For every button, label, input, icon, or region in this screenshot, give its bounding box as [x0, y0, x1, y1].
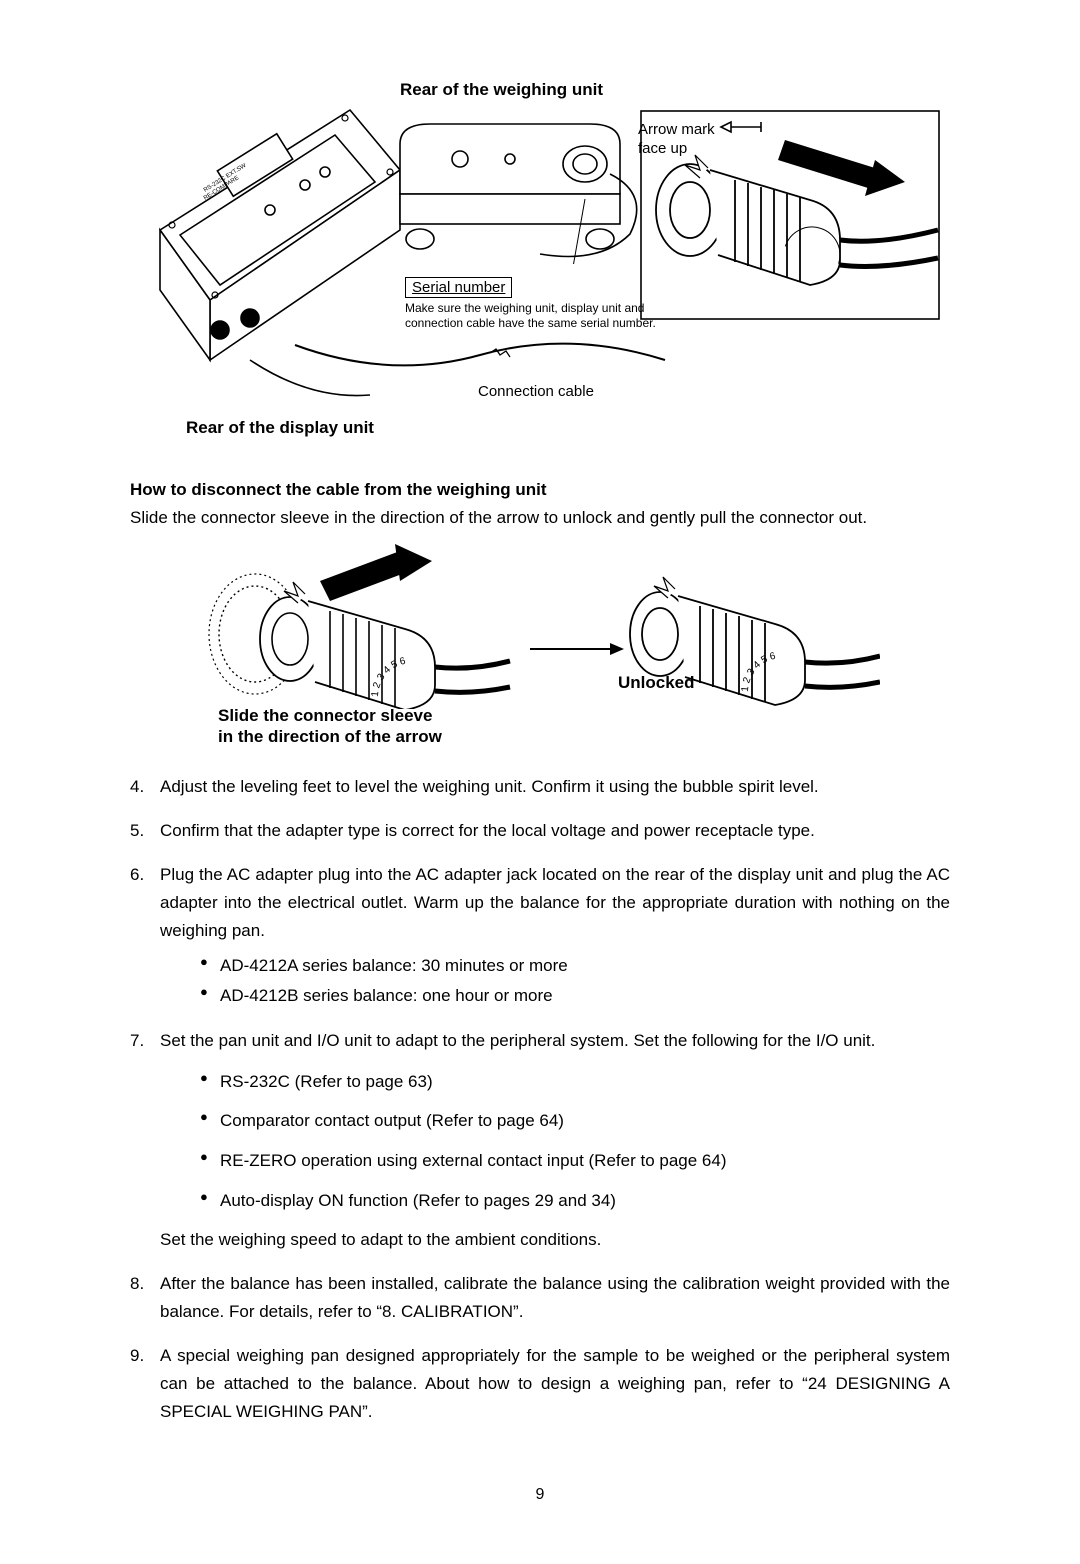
rear-weighing-illustration [390, 104, 640, 264]
diagram-title-top: Rear of the weighing unit [400, 80, 603, 100]
step-6-body: Plug the AC adapter plug into the AC ada… [160, 865, 950, 940]
step-6-bullet-1: AD-4212A series balance: 30 minutes or m… [200, 951, 950, 981]
arrow-left-icon [719, 120, 763, 140]
arrow-label-line1: Arrow mark [638, 121, 715, 138]
diagram-title-bottom: Rear of the display unit [186, 418, 374, 438]
step-8: After the balance has been installed, ca… [130, 1270, 950, 1326]
connection-cable-label: Connection cable [478, 383, 594, 400]
step-6-bullets: AD-4212A series balance: 30 minutes or m… [200, 951, 950, 1011]
step-6: Plug the AC adapter plug into the AC ada… [130, 861, 950, 1011]
disconnect-body: Slide the connector sleeve in the direct… [130, 504, 950, 533]
step-7-tail: Set the weighing speed to adapt to the a… [160, 1226, 950, 1254]
arrow-label-line2: face up [638, 140, 687, 157]
serial-number-callout: Serial number Make sure the weighing uni… [405, 277, 665, 331]
step-7-bullet-2: Comparator contact output (Refer to page… [200, 1106, 950, 1136]
disconnect-illustration: 1 2 3 4 5 6 1 2 3 4 5 6 [200, 539, 880, 709]
step-7-bullet-1: RS-232C (Refer to page 63) [200, 1067, 950, 1097]
serial-number-label: Serial number [405, 277, 512, 298]
disconnect-heading: How to disconnect the cable from the wei… [130, 480, 950, 500]
caption-slide-line2: in the direction of the arrow [218, 727, 442, 746]
page-number: 9 [130, 1486, 950, 1504]
step-7-bullet-4: Auto-display ON function (Refer to pages… [200, 1186, 950, 1216]
caption-slide-line1: Slide the connector sleeve [218, 706, 432, 725]
step-7-bullet-3: RE-ZERO operation using external contact… [200, 1146, 950, 1176]
step-5: Confirm that the adapter type is correct… [130, 817, 950, 845]
step-7: Set the pan unit and I/O unit to adapt t… [130, 1027, 950, 1254]
connection-cable-line [290, 325, 670, 385]
step-7-body: Set the pan unit and I/O unit to adapt t… [160, 1031, 875, 1050]
arrow-mark-label: Arrow mark face up [638, 120, 763, 159]
step-9: A special weighing pan designed appropri… [130, 1342, 950, 1426]
step-6-bullet-2: AD-4212B series balance: one hour or mor… [200, 981, 950, 1011]
step-7-bullets: RS-232C (Refer to page 63) Comparator co… [200, 1067, 950, 1216]
step-4: Adjust the leveling feet to level the we… [130, 773, 950, 801]
page: Rear of the weighing unit [0, 0, 1080, 1564]
caption-unlocked: Unlocked [618, 673, 695, 693]
caption-slide-sleeve: Slide the connector sleeve in the direct… [218, 705, 442, 748]
steps-list: Adjust the leveling feet to level the we… [130, 773, 950, 1426]
diagram-disconnect: 1 2 3 4 5 6 1 2 3 4 5 6 [200, 539, 880, 749]
diagram-rear-units: Rear of the weighing unit [130, 80, 950, 450]
